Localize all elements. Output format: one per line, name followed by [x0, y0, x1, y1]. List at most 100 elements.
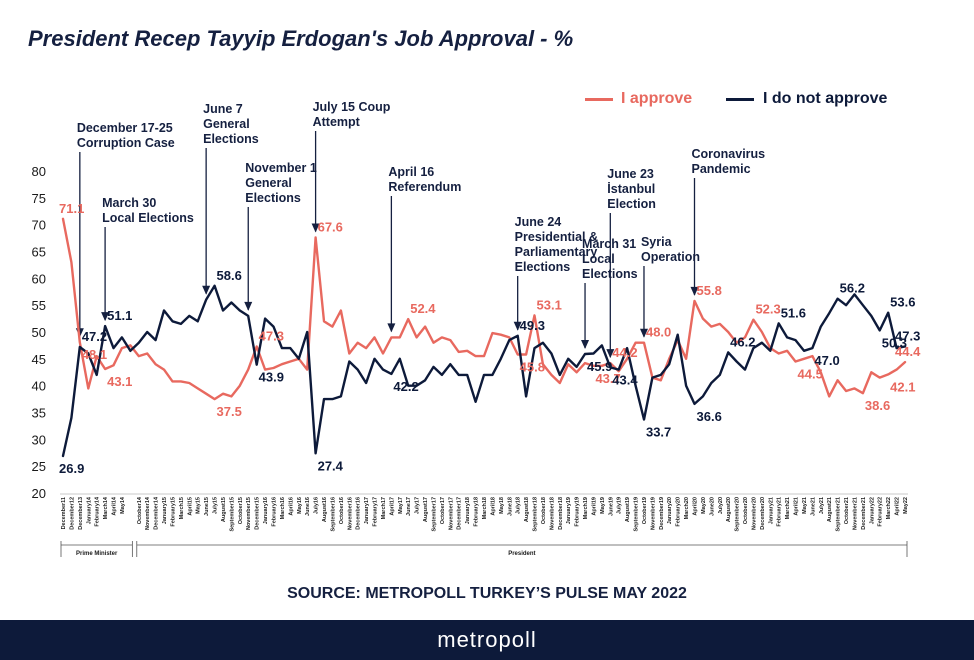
approve-data-label: 47.3	[259, 328, 284, 343]
x-tick-label: August21	[827, 497, 833, 522]
x-tick-label: September21	[836, 497, 842, 532]
legend-swatch-approve	[585, 98, 613, 101]
x-tick-label: April15	[187, 497, 193, 516]
x-tick-label: July17	[415, 497, 421, 514]
annotation-arrowhead	[244, 301, 253, 311]
x-tick-label: December21	[861, 497, 867, 530]
disapprove-line	[61, 284, 907, 458]
x-tick-label: April19	[591, 497, 597, 516]
x-tick-label: July18	[516, 497, 522, 514]
approve-data-label: 67.6	[318, 220, 343, 235]
x-tick-label: November16	[347, 497, 353, 530]
x-tick-label: October20	[743, 497, 749, 524]
annotation-text: June 7	[203, 102, 243, 116]
x-tick-label: November21	[852, 497, 858, 530]
x-tick-label: January15	[162, 497, 168, 524]
x-tick-label: November20	[751, 497, 757, 530]
disapprove-data-label: 49.3	[520, 318, 545, 333]
x-tick-label: April22	[895, 497, 901, 516]
annotation-text: İstanbul	[607, 181, 655, 196]
x-tick-label: May15	[196, 497, 202, 514]
disapprove-data-label: 45.9	[587, 359, 612, 374]
disapprove-data-label: 47.0	[814, 353, 839, 368]
x-tick-label: December15	[255, 497, 261, 530]
x-tick-label: March22	[886, 497, 892, 519]
x-tick-label: February14	[95, 496, 101, 527]
x-tick-label: September18	[533, 497, 539, 532]
y-tick-label: 60	[32, 271, 46, 286]
annotation-arrowhead	[101, 312, 110, 322]
approve-data-label: 55.8	[697, 283, 722, 298]
approve-data-label: 48.0	[646, 325, 671, 340]
annotation-text: Operation	[641, 250, 700, 264]
annotation-text: June 24	[515, 215, 562, 229]
annotation-text: March 31	[582, 237, 636, 251]
x-tick-label: May20	[701, 497, 707, 514]
annotation-text: Elections	[245, 191, 301, 205]
approve-data-label: 52.3	[755, 302, 780, 317]
disapprove-data-label: 26.9	[59, 461, 84, 476]
y-tick-label: 50	[32, 325, 46, 340]
x-tick-label: January21	[768, 497, 774, 524]
x-tick-label: January17	[364, 497, 370, 524]
x-tick-label: December16	[356, 497, 362, 530]
x-tick-label: June21	[810, 497, 816, 516]
approve-data-label: 71.1	[59, 201, 84, 216]
disapprove-data-label: 56.2	[840, 281, 865, 296]
approve-data-label: 52.4	[410, 301, 436, 316]
annotation-text: December 17-25	[77, 121, 173, 135]
x-tick-label: July16	[314, 497, 320, 514]
x-tick-label: April21	[794, 497, 800, 516]
x-tick-label: March20	[684, 497, 690, 519]
y-tick-label: 75	[32, 191, 46, 206]
source-note: SOURCE: METROPOLL TURKEY’S PULSE MAY 202…	[287, 585, 687, 602]
disapprove-data-label: 58.6	[217, 268, 242, 283]
annotation-text: Coronavirus	[692, 147, 766, 161]
annotation-text: Referendum	[388, 180, 461, 194]
x-tick-label: July21	[819, 497, 825, 514]
annotation-text: Attempt	[313, 115, 361, 129]
x-tick-label: April14	[112, 496, 118, 516]
approve-data-label: 53.1	[537, 297, 562, 312]
annotation-text: Elections	[203, 132, 259, 146]
y-tick-label: 20	[32, 486, 46, 501]
x-tick-label: December17	[457, 497, 463, 530]
annotation-arrowhead	[581, 340, 590, 350]
x-tick-label: December18	[558, 497, 564, 530]
x-tick-label: May17	[398, 497, 404, 514]
x-tick-label: August20	[726, 497, 732, 522]
annotation-arrowhead	[606, 349, 615, 359]
disapprove-data-label: 46.2	[730, 334, 755, 349]
legend-swatch-disapprove	[726, 98, 754, 101]
x-tick-label: December13	[78, 497, 84, 530]
annotation-text: Pandemic	[692, 162, 751, 176]
y-tick-label: 45	[32, 352, 46, 367]
x-tick-label: February20	[676, 497, 682, 527]
annotation-arrowhead	[513, 321, 522, 331]
annotation-text: Election	[607, 197, 656, 211]
x-tick-label: January14	[86, 496, 92, 524]
x-tick-label: June15	[204, 497, 210, 516]
x-tick-label: June16	[305, 497, 311, 516]
annotation-arrowhead	[690, 286, 699, 296]
x-tick-label: August17	[423, 497, 429, 522]
y-tick-label: 35	[32, 406, 46, 421]
y-tick-label: 80	[32, 164, 46, 179]
annotation-arrowhead	[639, 328, 648, 338]
annotation-text: April 16	[388, 165, 434, 179]
x-tick-label: May19	[600, 497, 606, 514]
x-tick-label: June18	[507, 497, 513, 516]
annotation-text: July 15 Coup	[313, 100, 391, 114]
x-tick-label: February18	[474, 497, 480, 527]
x-tick-label: March17	[381, 497, 387, 519]
x-tick-label: October15	[238, 497, 244, 524]
annotation-arrowhead	[202, 285, 211, 295]
disapprove-data-label: 33.7	[646, 424, 671, 439]
x-tick-label: April16	[288, 497, 294, 516]
x-tick-label: March15	[179, 497, 185, 519]
approve-data-label: 48.1	[82, 347, 107, 362]
x-tick-label: August15	[221, 497, 227, 522]
x-tick-label: January18	[465, 497, 471, 524]
disapprove-data-label: 43.9	[259, 370, 284, 385]
x-tick-label: February22	[878, 497, 884, 527]
